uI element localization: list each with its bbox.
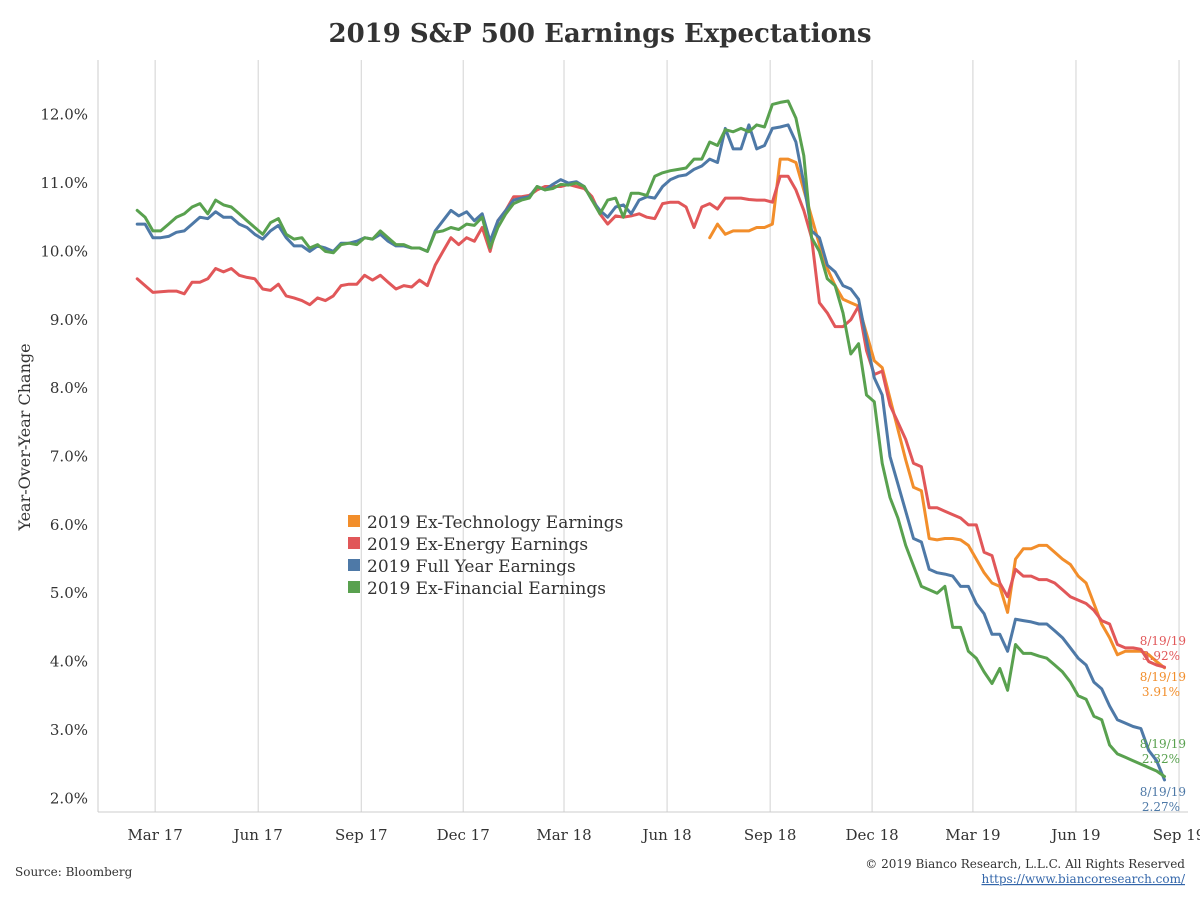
- source-note: Source: Bloomberg: [15, 865, 133, 879]
- x-tick-label: Sep 17: [335, 826, 388, 844]
- x-tick-label: Dec 18: [846, 826, 899, 844]
- end-label-value: 2.32%: [1142, 752, 1180, 766]
- series-line: [708, 157, 1166, 670]
- y-tick-label: 12.0%: [40, 106, 88, 124]
- series-line: [135, 99, 1166, 778]
- legend-swatch: [348, 537, 360, 549]
- end-label-value: 3.92%: [1142, 649, 1180, 663]
- end-label-value: 3.91%: [1142, 685, 1180, 699]
- x-tick-label: Mar 17: [127, 826, 182, 844]
- y-tick-label: 2.0%: [50, 789, 88, 807]
- legend-label: 2019 Ex-Technology Earnings: [367, 513, 623, 533]
- y-tick-label: 8.0%: [50, 379, 88, 397]
- x-tick-label: Sep 19: [1153, 826, 1200, 844]
- x-tick-label: Dec 17: [437, 826, 490, 844]
- end-label-date: 8/19/19: [1140, 634, 1186, 648]
- y-tick-label: 3.0%: [50, 721, 88, 739]
- series-line: [135, 123, 1166, 782]
- copyright-note: © 2019 Bianco Research, L.L.C. All Right…: [865, 857, 1185, 871]
- axes: Mar 17 Jun 17 Sep 17 Dec 17 Mar 18 Jun 18 Sep …: [40, 60, 1200, 844]
- legend-swatch: [348, 515, 360, 527]
- end-label-date: 8/19/19: [1140, 737, 1186, 751]
- grid-lines: [154, 60, 1180, 812]
- y-tick-label: 10.0%: [40, 242, 88, 260]
- y-tick-label: 4.0%: [50, 653, 88, 671]
- website-link[interactable]: https://www.biancoresearch.com/: [981, 872, 1185, 886]
- x-tick-label: Jun 19: [1049, 826, 1100, 844]
- series-line: [135, 174, 1166, 669]
- x-tick-label: Mar 18: [536, 826, 591, 844]
- legend-label: 2019 Ex-Energy Earnings: [367, 535, 588, 555]
- chart-title: 2019 S&P 500 Earnings Expectations: [328, 19, 871, 49]
- y-axis-label: Year-Over-Year Change: [15, 343, 34, 531]
- end-label-value: 2.27%: [1142, 800, 1180, 814]
- y-tick-label: 6.0%: [50, 516, 88, 534]
- y-tick-label: 11.0%: [40, 174, 88, 192]
- y-tick-label: 9.0%: [50, 311, 88, 329]
- x-tick-label: Jun 17: [232, 826, 283, 844]
- legend-swatch: [348, 581, 360, 593]
- legend-label: 2019 Full Year Earnings: [367, 557, 576, 577]
- y-tick-label: 7.0%: [50, 448, 88, 466]
- y-tick-label: 5.0%: [50, 584, 88, 602]
- x-tick-label: Jun 18: [640, 826, 691, 844]
- end-labels: 8/19/193.92%8/19/193.91%8/19/192.32%8/19…: [1140, 634, 1186, 814]
- legend-swatch: [348, 559, 360, 571]
- legend-label: 2019 Ex-Financial Earnings: [367, 579, 606, 599]
- series-lines: [135, 99, 1166, 782]
- x-tick-label: Mar 19: [945, 826, 1000, 844]
- x-tick-label: Sep 18: [744, 826, 797, 844]
- end-label-date: 8/19/19: [1140, 670, 1186, 684]
- end-label-date: 8/19/19: [1140, 785, 1186, 799]
